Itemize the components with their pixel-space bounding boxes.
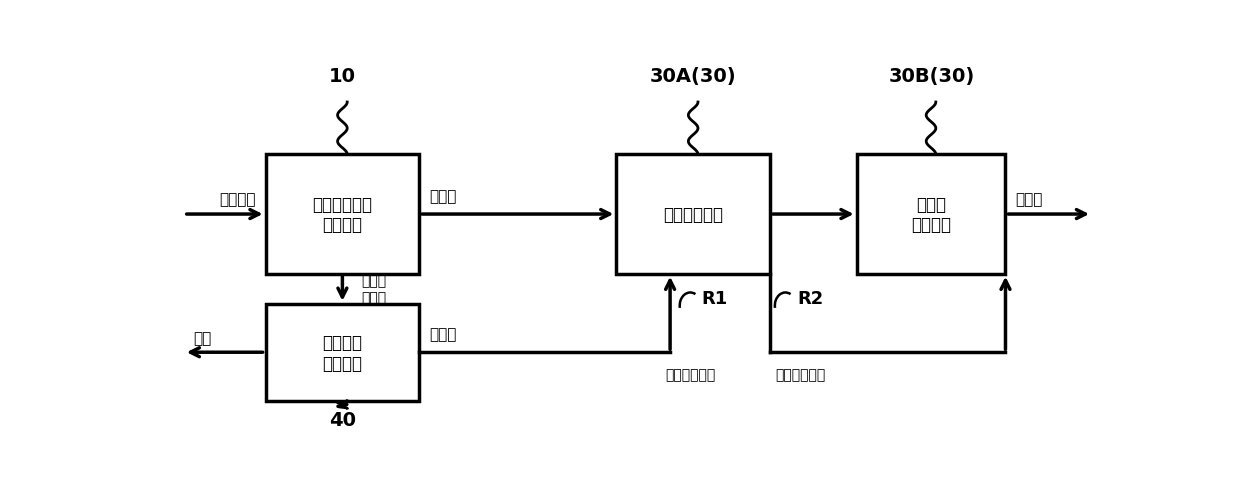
Text: R1: R1	[702, 289, 728, 307]
Text: 分离液: 分离液	[429, 188, 456, 203]
Text: 40: 40	[329, 410, 356, 429]
Text: 10: 10	[329, 67, 356, 86]
Text: 悬浮性有机物
分离处理: 悬浮性有机物 分离处理	[312, 195, 372, 234]
Text: 第二输送路径: 第二输送路径	[775, 367, 825, 381]
Bar	[265, 155, 419, 274]
Bar	[265, 304, 419, 401]
Bar	[616, 155, 770, 274]
Text: 被处理水: 被处理水	[219, 192, 255, 207]
Text: 污泥: 污泥	[193, 330, 212, 345]
Text: 第一输送路径: 第一输送路径	[666, 367, 715, 381]
Text: 消化液: 消化液	[429, 326, 456, 341]
Text: 亚硝酸化处理: 亚硝酸化处理	[663, 206, 723, 224]
Text: 处理水: 处理水	[1016, 192, 1043, 207]
Text: 厌氧氨
氧化处理: 厌氧氨 氧化处理	[911, 195, 951, 234]
Text: 悬浮性
有机物: 悬浮性 有机物	[362, 274, 387, 304]
Text: 30A(30): 30A(30)	[650, 67, 737, 86]
Text: R2: R2	[797, 289, 823, 307]
Bar	[857, 155, 1006, 274]
Text: 30B(30): 30B(30)	[888, 67, 975, 86]
Text: 污泥厌氧
消化处理: 污泥厌氧 消化处理	[322, 333, 362, 372]
